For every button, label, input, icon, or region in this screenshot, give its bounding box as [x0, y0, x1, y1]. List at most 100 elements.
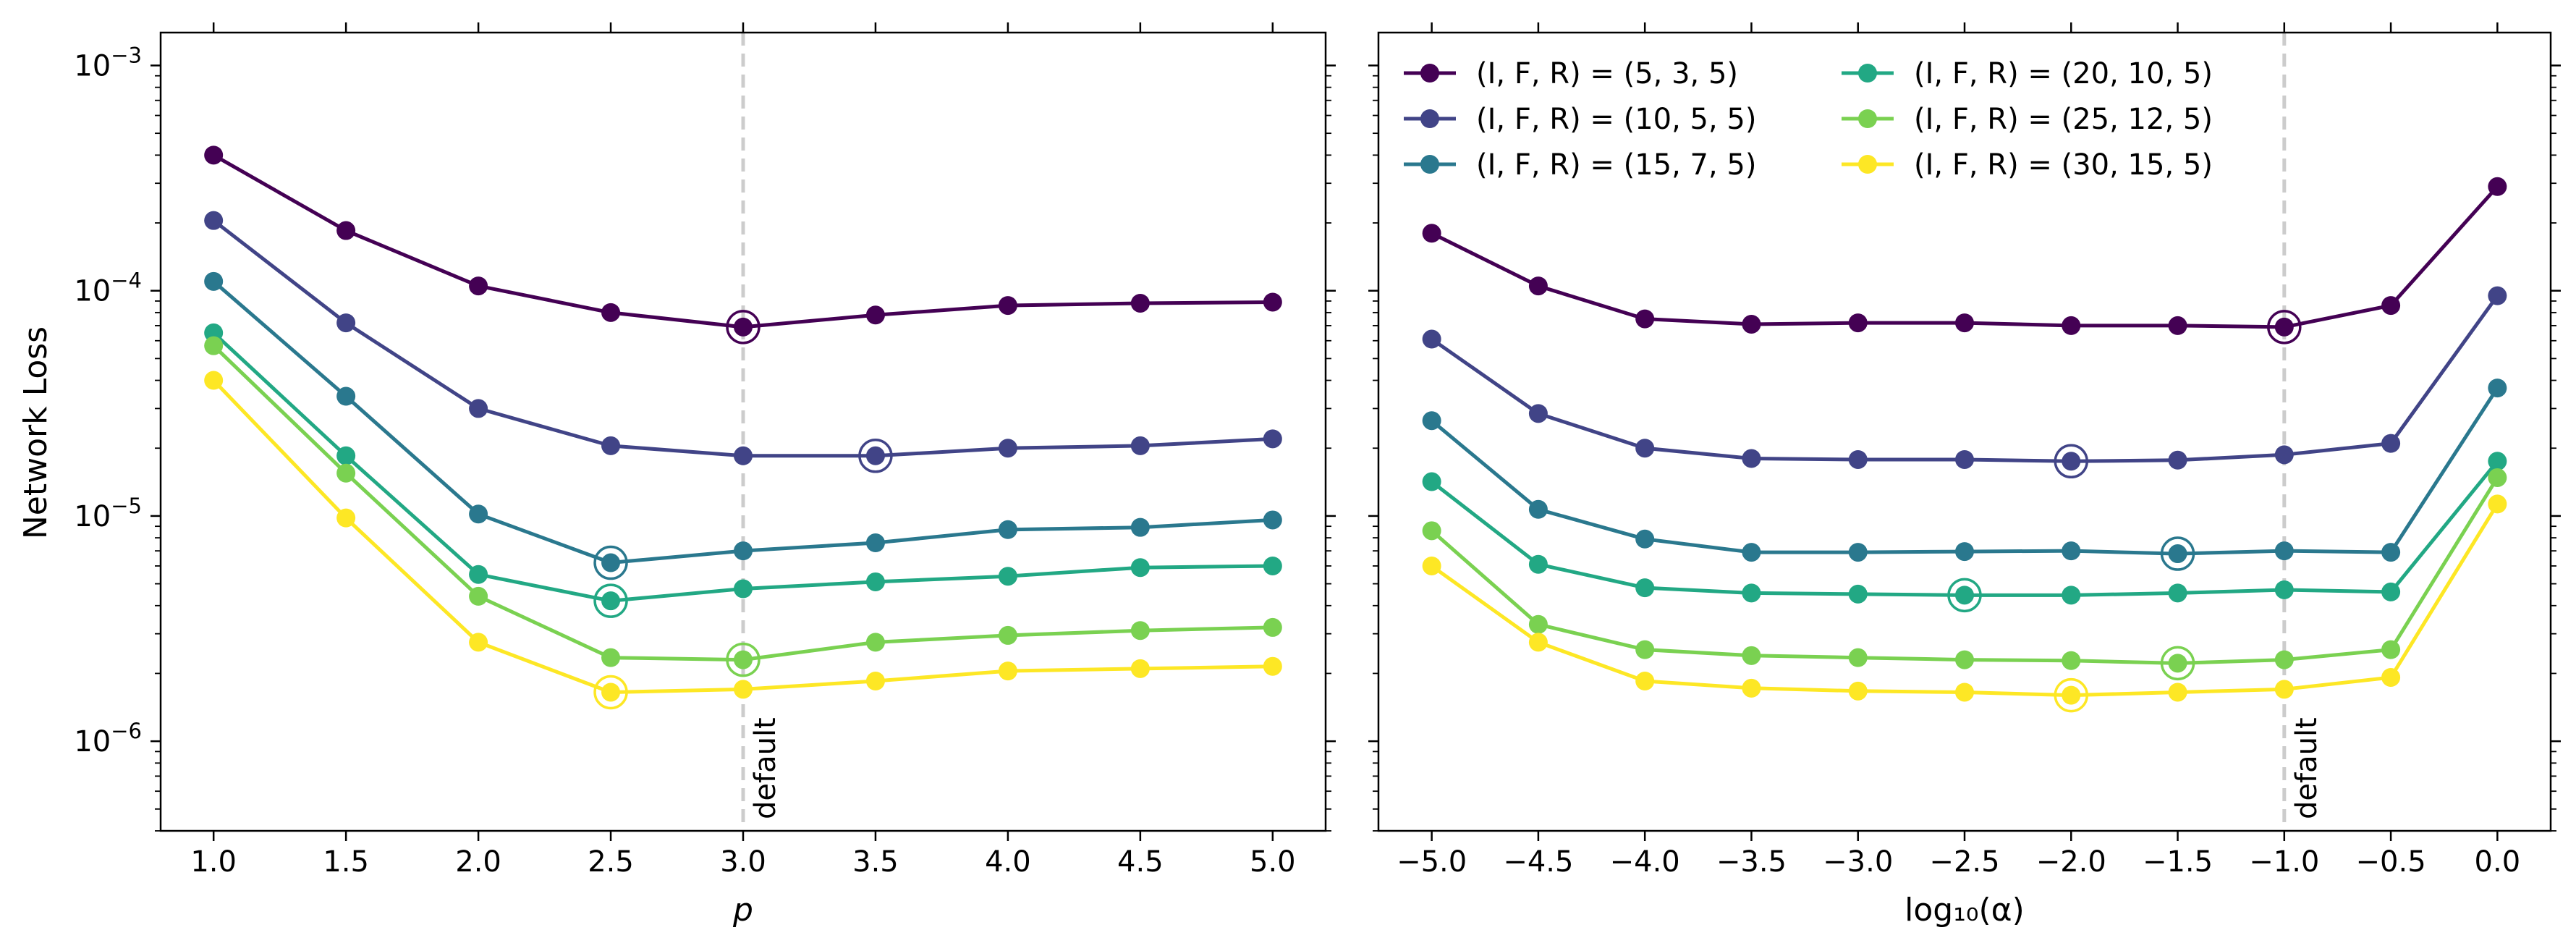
- data-point: [2274, 650, 2294, 669]
- x-tick-label: −0.5: [2356, 845, 2426, 879]
- data-point: [998, 567, 1017, 586]
- data-point: [2381, 640, 2401, 659]
- best-point-marker: [858, 439, 893, 473]
- series-0: [1422, 177, 2507, 345]
- data-point: [2062, 316, 2081, 335]
- legend-label: (I, F, R) = (30, 15, 5): [1914, 148, 2213, 182]
- data-point: [2168, 682, 2187, 702]
- data-point: [2168, 544, 2187, 564]
- data-point: [1422, 521, 1441, 541]
- data-point: [2274, 317, 2294, 337]
- data-point: [1422, 224, 1441, 243]
- data-point: [2062, 452, 2081, 471]
- best-point-marker: [2160, 536, 2195, 571]
- y-tick-label: 10−5: [74, 494, 142, 533]
- data-point: [1848, 681, 1868, 701]
- data-point: [2274, 580, 2294, 599]
- data-point: [734, 579, 753, 599]
- data-point: [601, 648, 621, 667]
- data-point: [1130, 621, 1150, 641]
- data-point: [1422, 472, 1441, 491]
- data-point: [336, 463, 356, 483]
- data-point: [601, 682, 621, 702]
- best-point-marker: [726, 642, 760, 677]
- x-tick-label: 1.5: [323, 845, 369, 879]
- data-point: [865, 533, 885, 553]
- data-point: [601, 591, 621, 611]
- data-point: [1955, 313, 1974, 333]
- data-point: [2381, 543, 2401, 562]
- data-point: [1848, 449, 1868, 469]
- left-default-label: default: [749, 717, 782, 819]
- x-tick-label: −4.0: [1610, 845, 1680, 879]
- x-tick-label: 1.0: [190, 845, 237, 879]
- y-tick-label: 10−3: [74, 43, 142, 83]
- data-point: [1955, 542, 1974, 562]
- y-axis-label: Network Loss: [17, 326, 54, 539]
- legend-marker: [1420, 109, 1439, 128]
- x-tick-label: 5.0: [1250, 845, 1296, 879]
- data-point: [336, 508, 356, 528]
- x-tick-label: −3.0: [1823, 845, 1893, 879]
- series-1: [204, 211, 1282, 473]
- data-point: [336, 313, 356, 333]
- x-tick-label: 2.5: [588, 845, 634, 879]
- x-tick-label: −1.0: [2249, 845, 2319, 879]
- data-point: [204, 271, 224, 291]
- left-plot-area: default: [204, 33, 1282, 831]
- x-tick-label: −2.0: [2036, 845, 2106, 879]
- data-point: [865, 672, 885, 691]
- data-point: [336, 446, 356, 465]
- data-point: [601, 436, 621, 455]
- legend-label: (I, F, R) = (25, 12, 5): [1914, 103, 2213, 136]
- data-point: [865, 305, 885, 325]
- data-point: [204, 336, 224, 355]
- data-point: [2381, 296, 2401, 316]
- right-xlabel: log₁₀(α): [1905, 892, 2025, 929]
- y-tick-label: 10−6: [74, 719, 142, 758]
- best-point-marker: [593, 545, 628, 580]
- y-tick-label: 10−4: [74, 269, 142, 308]
- data-point: [1263, 292, 1282, 312]
- data-point: [1263, 510, 1282, 530]
- data-point: [1263, 617, 1282, 637]
- x-tick-label: −2.5: [1929, 845, 1999, 879]
- data-point: [1742, 314, 1761, 334]
- data-point: [204, 371, 224, 390]
- series-2: [1422, 379, 2507, 571]
- series-5: [204, 371, 1282, 710]
- data-point: [1848, 543, 1868, 562]
- data-point: [1263, 429, 1282, 449]
- right-panel: default −5.0 −4.5 −4.0 −3.5 −3.0 −2.5 −2.0 −1.5…: [1368, 22, 2561, 929]
- data-point: [998, 625, 1017, 645]
- legend-marker: [1858, 155, 1877, 174]
- data-point: [2062, 685, 2081, 705]
- data-point: [2274, 541, 2294, 561]
- data-point: [1528, 554, 1548, 574]
- best-point-marker: [593, 675, 628, 710]
- x-tick-label: −3.5: [1716, 845, 1787, 879]
- data-point: [998, 439, 1017, 458]
- data-point: [734, 446, 753, 465]
- x-tick-label: −5.0: [1397, 845, 1467, 879]
- right-y-ticks: [1368, 64, 2561, 832]
- legend-label: (I, F, R) = (20, 10, 5): [1914, 57, 2213, 90]
- data-point: [469, 633, 488, 652]
- data-point: [2274, 445, 2294, 465]
- data-point: [2274, 680, 2294, 699]
- data-point: [1635, 529, 1655, 549]
- data-point: [734, 650, 753, 669]
- series-5: [1422, 494, 2507, 713]
- data-point: [2488, 379, 2507, 398]
- series-2: [204, 271, 1282, 580]
- data-point: [865, 633, 885, 652]
- data-point: [2488, 494, 2507, 514]
- legend-label: (I, F, R) = (15, 7, 5): [1476, 148, 1756, 182]
- data-point: [469, 276, 488, 296]
- data-point: [1528, 633, 1548, 652]
- data-point: [1528, 404, 1548, 423]
- data-point: [2168, 450, 2187, 470]
- data-point: [1130, 436, 1150, 455]
- best-point-marker: [593, 583, 628, 618]
